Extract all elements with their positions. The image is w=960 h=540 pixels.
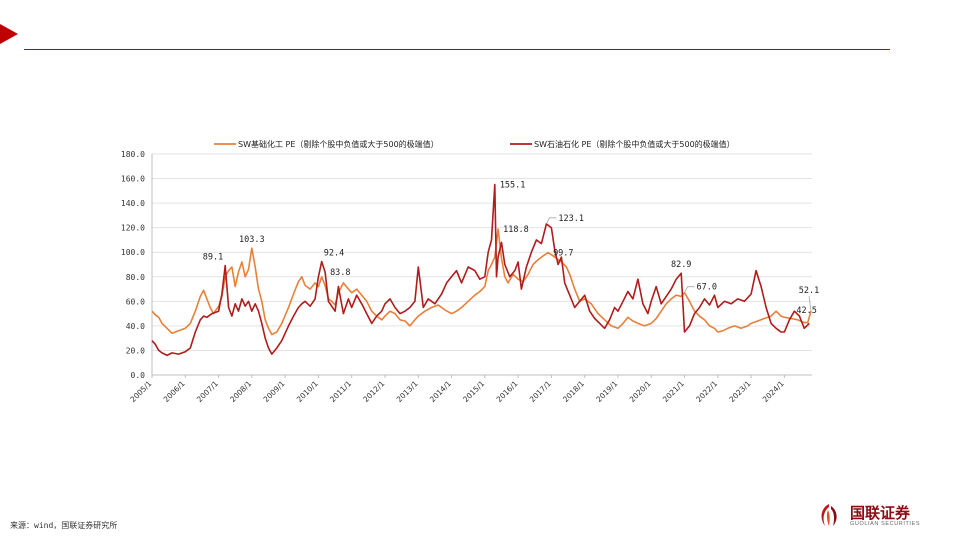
brand-logo: 国联证券 GUOLIAN SECURITIES bbox=[814, 500, 934, 532]
y-tick-label: 80.0 bbox=[126, 273, 145, 282]
y-tick-label: 120.0 bbox=[121, 224, 145, 233]
y-tick-label: 40.0 bbox=[126, 322, 145, 331]
x-tick-label: 2008/1 bbox=[228, 379, 253, 404]
x-tick-label: 2013/1 bbox=[395, 379, 420, 404]
legend-label-chemical: SW基础化工 PE（剔除个股中负值或大于500的极端值） bbox=[238, 139, 439, 149]
data-label: 52.1 bbox=[799, 286, 819, 296]
y-tick-label: 60.0 bbox=[126, 297, 145, 306]
data-label: 99.7 bbox=[553, 249, 573, 259]
y-tick-label: 140.0 bbox=[121, 199, 145, 208]
data-label: 82.9 bbox=[671, 260, 691, 270]
label-leader bbox=[546, 217, 557, 225]
data-labels: 89.1 103.3 92.4 83.8 155.1 118.8 123.1 99.7 82.9… bbox=[203, 181, 820, 316]
x-tick-label: 2015/1 bbox=[461, 379, 486, 404]
x-tick-label: 2010/1 bbox=[295, 379, 320, 404]
chart-grid bbox=[152, 153, 812, 376]
y-axis: 0.0 20.0 40.0 60.0 80.0 100.0 120.0 140.0 160.0 1… bbox=[121, 150, 153, 380]
x-tick-label: 2005/1 bbox=[128, 379, 153, 404]
section-marker bbox=[0, 24, 18, 44]
x-tick-label: 2006/1 bbox=[162, 379, 187, 404]
header-divider bbox=[24, 49, 890, 50]
data-label: 42.5 bbox=[796, 306, 816, 316]
x-tick-label: 2014/1 bbox=[428, 379, 453, 404]
y-tick-label: 160.0 bbox=[121, 175, 145, 184]
x-tick-label: 2019/1 bbox=[594, 379, 619, 404]
brand-name: 国联证券 bbox=[850, 504, 911, 522]
x-axis: 2005/1 2006/1 2007/1 2008/1 2009/1 2010/1 2011… bbox=[128, 375, 786, 404]
data-label: 92.4 bbox=[324, 249, 344, 259]
x-tick-label: 2016/1 bbox=[495, 379, 520, 404]
x-tick-label: 2020/1 bbox=[628, 379, 653, 404]
brand-subtitle: GUOLIAN SECURITIES bbox=[850, 521, 921, 527]
x-tick-label: 2009/1 bbox=[262, 379, 287, 404]
y-tick-label: 180.0 bbox=[121, 150, 145, 159]
x-tick-label: 2021/1 bbox=[661, 379, 686, 404]
label-leader bbox=[684, 286, 695, 293]
data-label: 83.8 bbox=[330, 268, 350, 278]
data-label: 67.0 bbox=[697, 283, 717, 293]
x-tick-label: 2022/1 bbox=[694, 379, 719, 404]
x-tick-label: 2017/1 bbox=[528, 379, 553, 404]
legend-label-petro: SW石油石化 PE（剔除个股中负值或大于500的极端值） bbox=[534, 139, 735, 149]
x-tick-label: 2011/1 bbox=[328, 379, 353, 404]
x-tick-label: 2023/1 bbox=[727, 379, 752, 404]
data-label: 118.8 bbox=[503, 225, 529, 235]
brand-mark-icon bbox=[821, 504, 837, 526]
series-line-chemical bbox=[151, 228, 812, 336]
data-label: 89.1 bbox=[203, 253, 223, 263]
data-label: 103.3 bbox=[239, 235, 265, 245]
series-line-petro bbox=[151, 183, 810, 357]
x-tick-label: 2018/1 bbox=[561, 379, 586, 404]
data-label: 155.1 bbox=[500, 181, 526, 191]
chart-series bbox=[151, 183, 812, 357]
x-tick-label: 2012/1 bbox=[361, 379, 386, 404]
x-tick-label: 2007/1 bbox=[195, 379, 220, 404]
source-note: 来源：wind，国联证券研究所 bbox=[10, 521, 118, 530]
x-tick-label: 2024/1 bbox=[761, 379, 786, 404]
y-tick-label: 20.0 bbox=[126, 346, 145, 355]
chart-legend: SW基础化工 PE（剔除个股中负值或大于500的极端值） SW石油石化 PE（剔… bbox=[214, 139, 735, 149]
y-tick-label: 0.0 bbox=[131, 371, 146, 380]
y-tick-label: 100.0 bbox=[121, 248, 145, 257]
data-label: 123.1 bbox=[558, 214, 584, 224]
label-leader bbox=[808, 295, 812, 312]
